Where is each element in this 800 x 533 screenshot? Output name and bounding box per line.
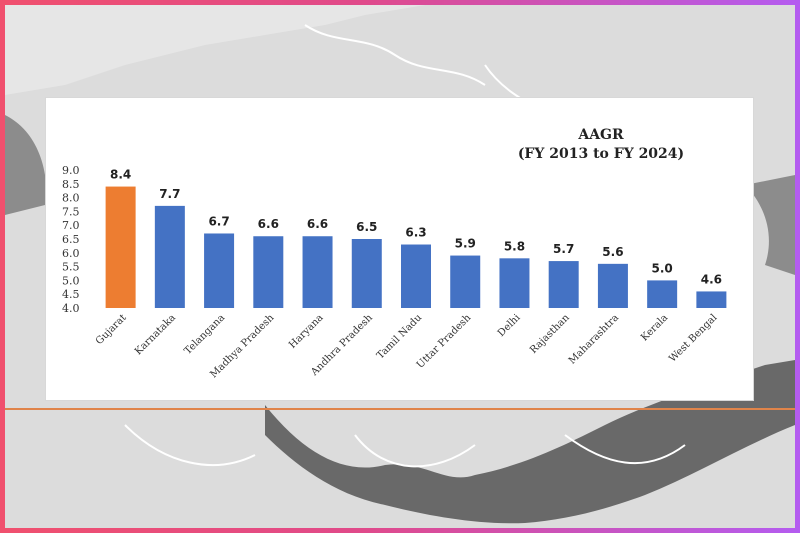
y-tick-label: 6.5 xyxy=(62,233,80,246)
data-label: 6.5 xyxy=(356,220,377,234)
bar xyxy=(105,186,136,308)
bar xyxy=(351,239,382,308)
x-tick-label: Rajasthan xyxy=(528,312,572,356)
bar xyxy=(302,236,333,308)
bar xyxy=(647,280,678,308)
y-tick-label: 7.5 xyxy=(62,205,80,218)
y-tick-label: 5.5 xyxy=(62,261,80,274)
y-tick-label: 8.0 xyxy=(62,192,80,205)
chart-title-block: AAGR (FY 2013 to FY 2024) xyxy=(501,126,701,164)
bar xyxy=(401,244,431,308)
x-tick-label: Maharashtra xyxy=(567,312,621,366)
bar xyxy=(154,205,185,308)
bar-chart: 4.04.55.05.56.06.57.07.58.08.59.0 8.4Guja… xyxy=(62,164,727,380)
orange-divider-line xyxy=(5,408,795,410)
data-label: 8.4 xyxy=(110,168,131,182)
x-tick-label: Uttar Pradesh xyxy=(415,312,474,371)
chart-card: 4.0 4.5 5.0 5.5 6.0 6.5 7.0 7.5 8.0 8.5 9.0 8.4 Guja… xyxy=(45,97,754,401)
x-tick-label: Kerala xyxy=(639,312,670,343)
chart-subtitle: (FY 2013 to FY 2024) xyxy=(517,146,685,162)
bar xyxy=(548,261,579,308)
y-tick-label: 4.5 xyxy=(62,288,80,301)
x-tick-label: Delhi xyxy=(496,312,523,339)
data-label: 5.9 xyxy=(455,237,476,251)
x-tick-label: Karnataka xyxy=(133,312,178,357)
data-label: 5.6 xyxy=(602,245,623,259)
bar xyxy=(253,236,284,308)
data-label: 6.3 xyxy=(405,226,426,240)
y-tick-label: 8.5 xyxy=(62,178,80,191)
x-tick-label: West Bengal xyxy=(667,312,719,364)
x-tick-label: Telangana xyxy=(183,312,228,357)
data-label: 7.7 xyxy=(159,187,180,201)
y-tick-label: 5.0 xyxy=(62,274,80,287)
y-tick-label: 9.0 xyxy=(62,164,80,177)
bar xyxy=(450,255,481,308)
data-label: 5.8 xyxy=(504,239,525,253)
y-tick-label: 6.0 xyxy=(62,247,80,260)
data-label: 5.0 xyxy=(652,261,673,275)
data-label: 5.7 xyxy=(553,242,574,256)
x-tick-label: Gujarat xyxy=(94,312,129,347)
bar xyxy=(204,233,235,308)
data-label: 6.7 xyxy=(208,214,229,228)
y-tick-label: 4.0 xyxy=(62,302,80,315)
data-label: 6.6 xyxy=(258,217,279,231)
bar xyxy=(696,291,727,308)
x-tick-label: Haryana xyxy=(287,312,326,351)
x-tick-label: Tamil Nadu xyxy=(375,312,425,362)
bar xyxy=(597,263,628,308)
data-label: 6.6 xyxy=(307,217,328,231)
bar xyxy=(499,258,530,308)
chart-title: AAGR xyxy=(578,127,624,143)
data-label: 4.6 xyxy=(701,272,722,286)
y-tick-label: 7.0 xyxy=(62,219,80,232)
